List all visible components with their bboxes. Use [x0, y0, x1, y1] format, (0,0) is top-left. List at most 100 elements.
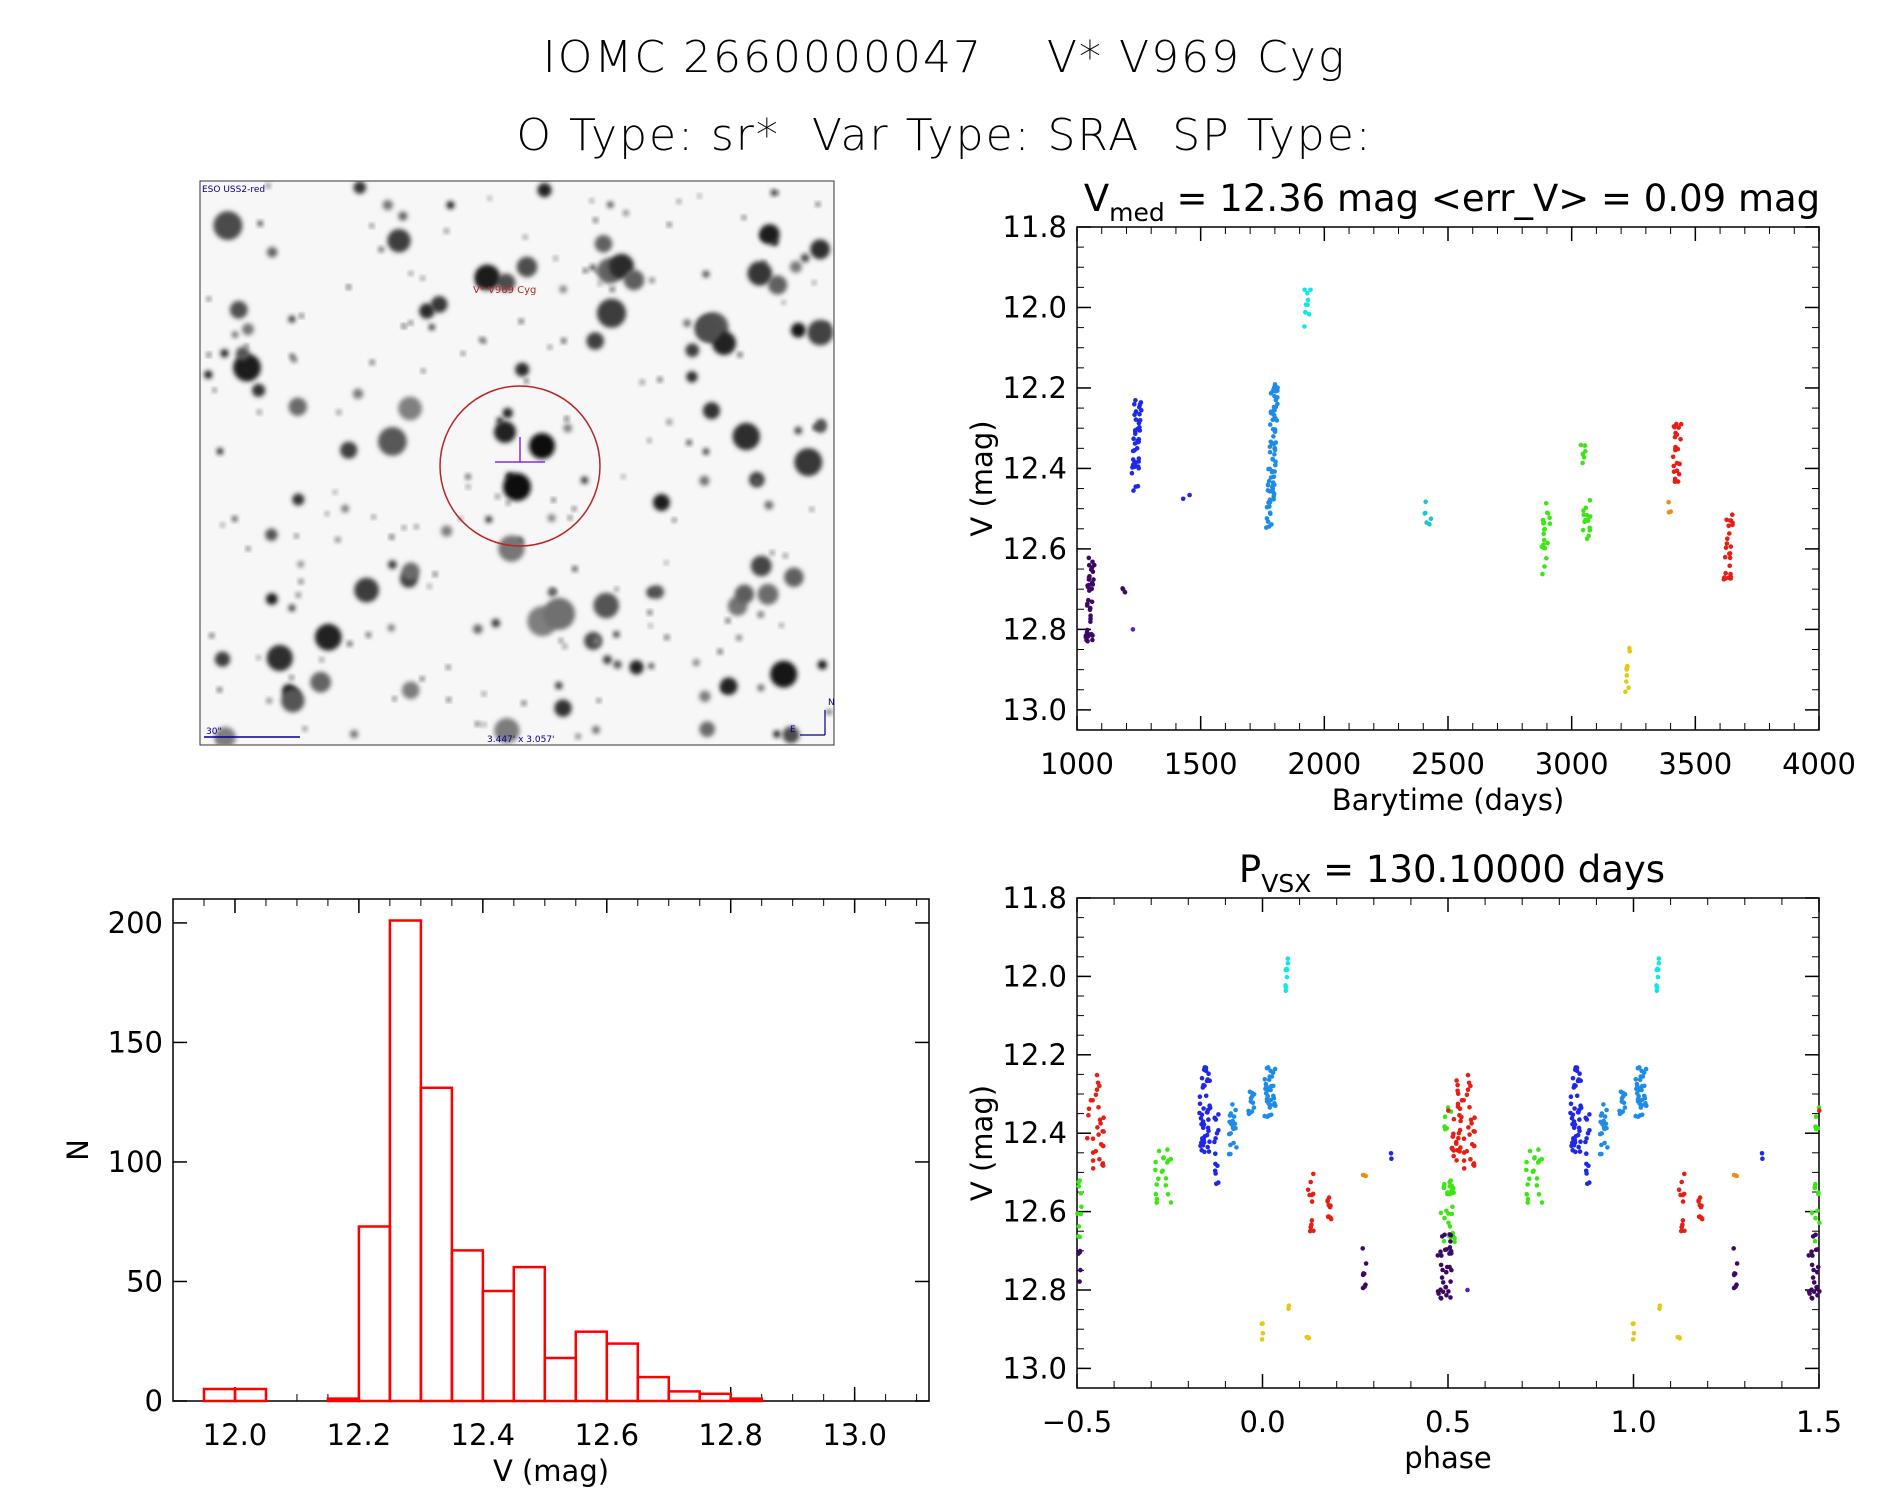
data-point: [1085, 584, 1091, 590]
field-star: [252, 383, 266, 397]
field-star: [547, 345, 552, 350]
data-point: [1671, 424, 1677, 429]
field-star: [783, 553, 788, 558]
data-point: [1360, 1246, 1365, 1251]
data-point: [1448, 1295, 1453, 1300]
field-star: [621, 474, 626, 479]
data-point: [1444, 1264, 1450, 1270]
field-star: [288, 315, 296, 323]
field-star: [388, 560, 397, 569]
data-point: [1730, 520, 1735, 526]
data-point: [1089, 599, 1095, 605]
data-point: [1678, 437, 1683, 442]
data-point: [1090, 1166, 1096, 1171]
data-point: [1444, 1269, 1449, 1275]
histogram-bar: [357, 1225, 392, 1403]
data-point: [1130, 465, 1135, 470]
data-point: [1230, 1102, 1235, 1107]
field-star: [697, 194, 702, 198]
y-tick-label: 13.0: [1002, 693, 1067, 727]
data-point: [1212, 1139, 1217, 1145]
data-point: [1582, 519, 1587, 525]
histogram-bar: [419, 1086, 454, 1403]
field-star: [594, 235, 613, 253]
data-point: [1627, 645, 1632, 651]
field-star: [401, 562, 420, 581]
data-point: [1459, 1098, 1465, 1103]
data-point: [1441, 1238, 1447, 1244]
data-point: [1442, 1247, 1448, 1253]
data-point: [1197, 1094, 1203, 1099]
x-tick-label: 1000: [1040, 747, 1114, 781]
data-point: [1283, 983, 1288, 988]
data-point: [1442, 1124, 1447, 1129]
data-point: [1728, 571, 1733, 577]
figure-title-line2: O Type: sr* Var Type: SRA SP Type:: [516, 110, 1373, 161]
field-star: [597, 281, 603, 286]
lightcurve-chart: 1000 1500 2000 2500 3000 3500 4000 11.8 12.0 12.2…: [965, 177, 1856, 817]
x-tick-label: 2500: [1411, 747, 1485, 781]
field-star: [782, 726, 800, 744]
data-point: [1436, 1291, 1441, 1296]
data-point: [1267, 444, 1273, 450]
data-point: [1599, 1131, 1604, 1136]
data-point: [1445, 1191, 1450, 1197]
data-point: [1137, 428, 1143, 433]
data-point: [1465, 1072, 1471, 1078]
field-star: [475, 721, 480, 727]
data-point: [1465, 1287, 1470, 1293]
histogram-bar: [636, 1375, 671, 1403]
field-star: [702, 402, 721, 420]
histogram-bar: [543, 1356, 578, 1403]
data-point: [1724, 541, 1730, 546]
data-point: [1090, 637, 1095, 643]
field-star: [421, 368, 426, 373]
data-point: [1623, 689, 1628, 694]
field-star: [233, 353, 261, 382]
data-point: [1461, 1158, 1467, 1163]
data-point: [1272, 429, 1278, 435]
field-star: [204, 370, 213, 379]
x-tick-label: 0.0: [1239, 1405, 1285, 1439]
data-point: [1583, 1115, 1589, 1121]
data-point: [1630, 1337, 1636, 1342]
field-star: [246, 546, 251, 551]
data-point: [1136, 439, 1141, 445]
data-point: [1810, 1253, 1815, 1258]
data-point: [1666, 510, 1672, 515]
data-point: [1268, 511, 1273, 517]
x-tick-label: −0.5: [1042, 1405, 1112, 1439]
data-point: [1655, 974, 1661, 980]
field-star: [757, 611, 764, 618]
data-point: [1643, 1066, 1649, 1072]
data-point: [1459, 1114, 1464, 1120]
data-point: [1525, 1200, 1530, 1205]
x-tick-label: 2000: [1287, 747, 1361, 781]
data-point: [1273, 397, 1279, 403]
data-point: [1094, 1072, 1100, 1078]
x-tick-label: 1.5: [1796, 1405, 1842, 1439]
y-tick-label: 150: [108, 1025, 163, 1059]
data-point: [1541, 531, 1546, 537]
field-star: [298, 579, 304, 584]
data-point: [1639, 1112, 1645, 1118]
data-point: [1443, 1284, 1449, 1290]
data-point: [1199, 1112, 1205, 1118]
data-point: [1455, 1148, 1460, 1153]
field-star: [564, 416, 569, 421]
data-point: [1583, 1139, 1588, 1145]
field-star: [524, 379, 529, 384]
y-tick-label: 12.4: [1002, 1116, 1067, 1150]
field-star: [747, 261, 773, 286]
data-point: [1442, 1232, 1447, 1238]
field-star: [768, 275, 788, 295]
data-point: [1602, 1114, 1608, 1119]
field-star: [759, 224, 780, 245]
data-point: [1534, 1176, 1540, 1181]
field-star: [266, 644, 293, 672]
histogram-bar: [729, 1397, 763, 1403]
field-star: [648, 663, 654, 669]
data-point: [1133, 398, 1138, 403]
data-point: [1085, 638, 1090, 644]
field-star: [378, 246, 384, 253]
